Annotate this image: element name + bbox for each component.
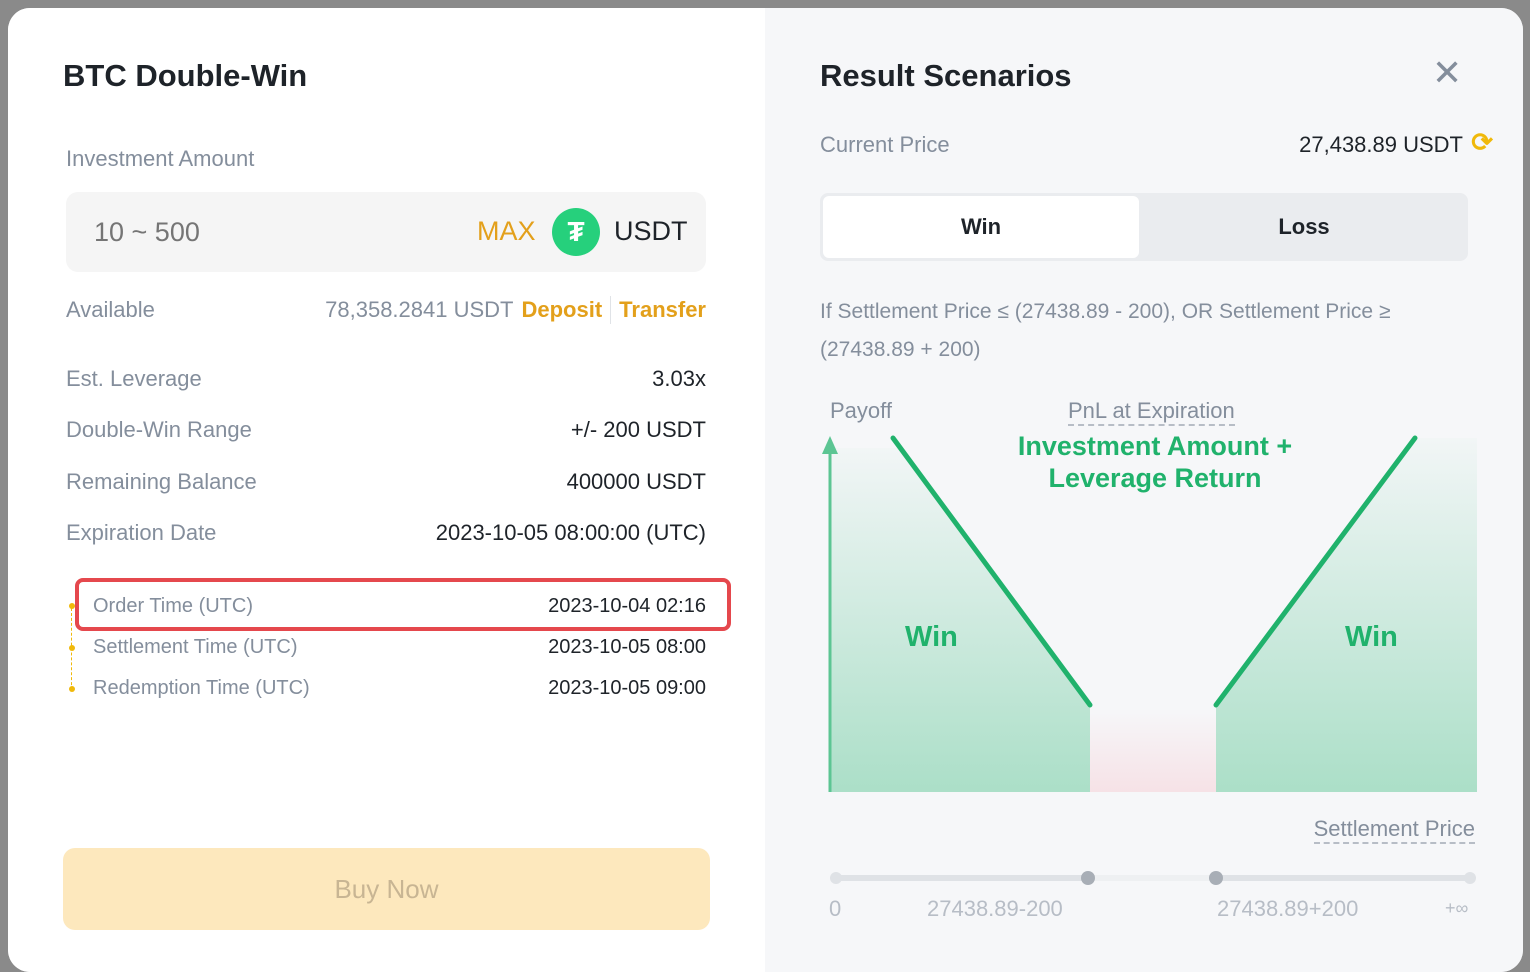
timeline-label: Order Time (UTC)	[93, 595, 253, 617]
slider-dot	[1209, 871, 1223, 885]
timeline-value: 2023-10-05 08:00	[548, 636, 706, 658]
slider-dot	[1464, 872, 1476, 884]
available-label: Available	[66, 297, 155, 322]
deposit-link[interactable]: Deposit	[521, 297, 603, 322]
tick-label: 27438.89+200	[1217, 896, 1359, 921]
scenarios-title: Result Scenarios	[820, 58, 1072, 93]
divider	[610, 296, 612, 324]
tab-win[interactable]: Win	[823, 196, 1139, 258]
tick-label: 27438.89-200	[927, 896, 1063, 921]
timeline-dot	[69, 603, 75, 609]
right-win-area	[1216, 438, 1477, 792]
detail-value: 2023-10-05 08:00:00 (UTC)	[435, 520, 706, 545]
investment-amount-field[interactable]: MAX ₮ USDT	[66, 192, 706, 272]
payoff-caption: Investment Amount + Leverage Return	[965, 430, 1345, 494]
current-price-label: Current Price	[820, 132, 950, 157]
order-panel: BTC Double-Win Investment Amount MAX ₮ U…	[8, 8, 765, 972]
timeline-value: 2023-10-05 09:00	[548, 677, 706, 699]
detail-value: 400000 USDT	[566, 469, 706, 494]
tick-label: +∞	[1445, 898, 1469, 918]
loss-area	[1090, 708, 1216, 792]
left-payoff-line	[890, 435, 1093, 708]
detail-label: Expiration Date	[66, 520, 217, 545]
current-price-value: 27,438.89 USDT	[1299, 132, 1463, 157]
detail-label: Est. Leverage	[66, 366, 202, 391]
caption-line: Leverage Return	[1048, 463, 1262, 493]
order-time-highlight	[75, 578, 731, 631]
timeline-value: 2023-10-04 02:16	[548, 595, 706, 617]
payoff-diagram	[822, 435, 1477, 885]
settlement-price-label: Settlement Price	[1313, 816, 1475, 844]
timeline-label: Redemption Time (UTC)	[93, 677, 310, 699]
transfer-link[interactable]: Transfer	[619, 297, 706, 322]
max-button[interactable]: MAX	[477, 216, 536, 246]
investment-label: Investment Amount	[66, 146, 255, 171]
tick-label: 0	[829, 896, 842, 921]
timeline-dot	[69, 645, 75, 651]
detail-value: +/- 200 USDT	[570, 417, 706, 442]
buy-now-button[interactable]: Buy Now	[63, 848, 710, 930]
timeline-dot	[69, 686, 75, 692]
timeline-label: Settlement Time (UTC)	[93, 636, 298, 658]
right-win-label: Win	[1345, 621, 1398, 653]
usdt-icon: ₮	[552, 208, 600, 256]
available-value: 78,358.2841 USDT	[325, 297, 514, 322]
pnl-header: PnL at Expiration	[1068, 398, 1235, 426]
axis-arrow-icon	[822, 436, 838, 454]
double-win-modal: BTC Double-Win Investment Amount MAX ₮ U…	[8, 8, 1523, 972]
left-win-label: Win	[905, 621, 958, 653]
slider-dot	[830, 872, 842, 884]
scenario-tabs: Win Loss	[820, 193, 1468, 261]
detail-value: 3.03x	[652, 366, 706, 391]
detail-label: Double-Win Range	[66, 417, 252, 442]
right-payoff-line	[1213, 435, 1418, 708]
slider-dot	[1081, 871, 1095, 885]
refresh-icon[interactable]: ⟳	[1471, 127, 1493, 157]
caption-line: Investment Amount +	[1017, 431, 1293, 461]
detail-label: Remaining Balance	[66, 469, 257, 494]
investment-input[interactable]	[94, 214, 424, 250]
product-title: BTC Double-Win	[63, 58, 308, 93]
tab-loss[interactable]: Loss	[1278, 214, 1330, 239]
result-scenarios-panel: Result Scenarios ✕ Current Price 27,438.…	[765, 8, 1523, 972]
currency-label: USDT	[614, 216, 688, 246]
condition-text: If Settlement Price ≤ (27438.89 - 200), …	[820, 300, 1391, 361]
payoff-axis-label: Payoff	[830, 398, 892, 423]
close-icon[interactable]: ✕	[1432, 52, 1463, 93]
